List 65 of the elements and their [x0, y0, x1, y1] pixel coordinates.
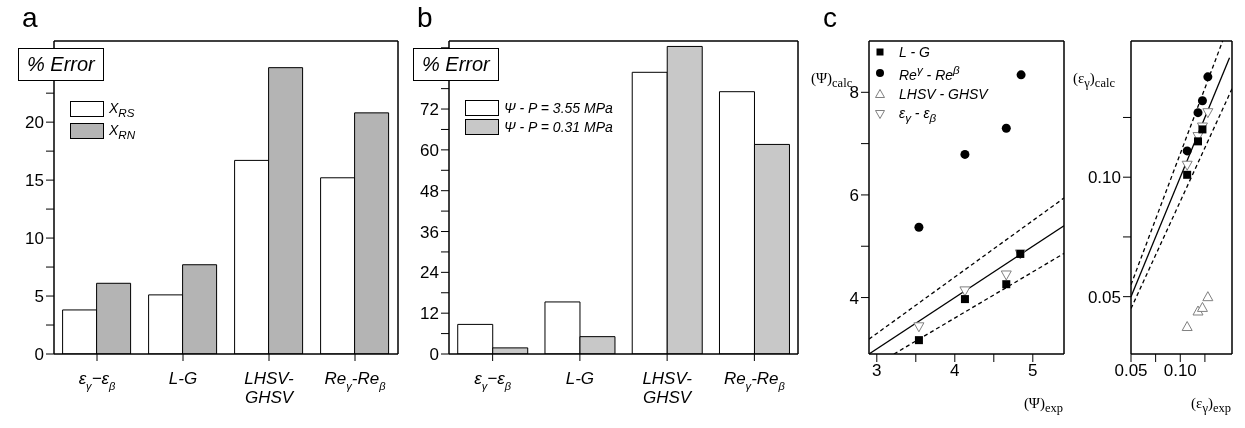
y-tick-label: 6 — [849, 185, 859, 205]
y-tick-label: 10 — [25, 229, 44, 249]
x-tick-label: L-G — [565, 369, 595, 388]
point — [960, 149, 970, 159]
point — [1181, 160, 1193, 171]
chart-title: b — [417, 2, 433, 34]
x-tick-label: ε$_{γ}$−ε$_{β}$ — [78, 369, 117, 392]
x-tick-label: Re$_{γ}$-Re$_{β}$ — [723, 369, 786, 392]
y-tick-label: 15 — [25, 171, 44, 191]
x-tick-label: 0.05 — [1114, 361, 1148, 381]
x-tick-label: ε$_{γ}$−ε$_{β}$ — [474, 369, 512, 392]
legend-label: X$_{RN}$ — [109, 121, 136, 141]
x-tick-label: 0.10 — [1163, 361, 1197, 381]
point — [1183, 170, 1192, 179]
legend-label: L - G — [899, 44, 930, 60]
y-tick-label: 20 — [25, 113, 44, 133]
y-tick-label: 24 — [420, 263, 439, 283]
y-axis-title: (ε$_{γ}$)$_{calc}$ — [1073, 70, 1115, 91]
point — [1197, 96, 1207, 106]
point — [1002, 280, 1011, 289]
point — [914, 222, 924, 232]
x-tick-label: L-G — [168, 369, 198, 388]
y-tick-label: 5 — [34, 287, 44, 307]
point — [960, 295, 969, 304]
x-tick-label: LHSV-GHSV — [642, 369, 693, 407]
x-tick-label: LHSV-GHSV — [244, 369, 295, 407]
y-tick-label: 12 — [420, 304, 439, 324]
y-tick-label: 0 — [34, 345, 44, 365]
point — [1202, 108, 1214, 119]
point — [1203, 72, 1213, 82]
point — [1182, 146, 1192, 156]
x-tick-label: 4 — [950, 361, 960, 381]
legend-label: ε$_{γ}$ - ε$_{β}$ — [899, 104, 937, 124]
x-tick-label: 3 — [872, 361, 882, 381]
y-tick-label: 60 — [420, 140, 439, 160]
point — [1202, 291, 1214, 302]
point — [1194, 137, 1203, 146]
x-tick-label: 5 — [1028, 361, 1038, 381]
chart-title: a — [22, 2, 38, 34]
point — [1016, 70, 1026, 80]
legend-label: X$_{RS}$ — [109, 100, 135, 119]
point — [1000, 270, 1012, 281]
point — [1181, 321, 1193, 332]
legend-label: Ψ - P = 3.55 MPa — [504, 100, 613, 116]
y-tick-label: 36 — [420, 222, 439, 242]
point — [959, 286, 971, 297]
point — [1193, 108, 1203, 118]
legend-label: Re$^{γ}$ - Re$^{β}$ — [899, 63, 960, 83]
legend-label: Ψ - P = 0.31 MPa — [504, 119, 613, 135]
x-tick-label: Re$_{γ}$-Re$_{β}$ — [324, 369, 387, 392]
y-axis-title: % Error — [413, 48, 499, 81]
point — [914, 336, 923, 345]
y-tick-label: 8 — [849, 83, 859, 103]
y-tick-label: 0 — [429, 345, 439, 365]
y-tick-label: 4 — [849, 288, 859, 308]
y-tick-label: 48 — [420, 181, 439, 201]
legend-label: LHSV - GHSV — [899, 85, 988, 102]
point — [1196, 301, 1208, 312]
y-tick-label: 72 — [420, 100, 439, 120]
x-axis-title: (ε$_{γ}$)$_{exp}$ — [1191, 395, 1231, 416]
point — [913, 322, 925, 333]
x-axis-title: (Ψ)$_{exp}$ — [1023, 395, 1063, 416]
y-axis-title: % Error — [18, 48, 104, 81]
point — [1001, 123, 1011, 133]
chart-title: c — [823, 2, 837, 34]
